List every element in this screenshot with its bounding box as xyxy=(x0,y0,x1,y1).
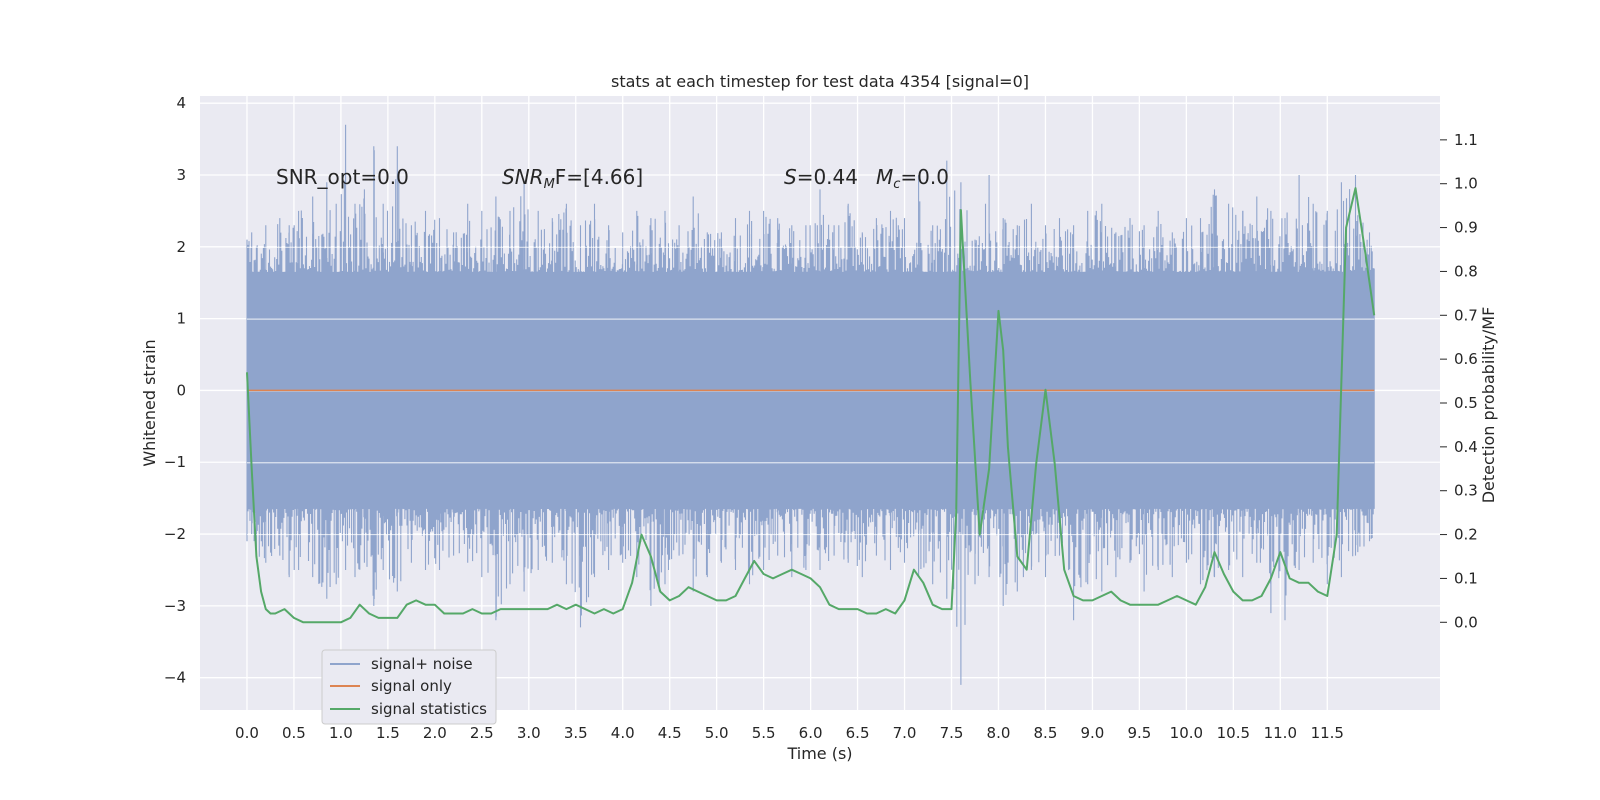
x-tick-label: 2.5 xyxy=(470,724,494,742)
y-tick-label: 3 xyxy=(176,166,186,184)
y-tick-label: −1 xyxy=(164,453,186,471)
x-tick-label: 7.0 xyxy=(893,724,917,742)
signal-statistics-line xyxy=(246,187,1376,624)
legend: signal+ noise signal only signal statist… xyxy=(321,649,497,725)
annotation-mc-value: =0.0 xyxy=(900,165,949,189)
annotation-s-var: S xyxy=(784,165,797,189)
annotation-s-mc: S=0.44 Mc=0.0 xyxy=(784,165,949,192)
y-tick-label: −4 xyxy=(164,669,186,687)
chart-title: stats at each timestep for test data 435… xyxy=(611,72,1029,91)
legend-label-signal-noise: signal+ noise xyxy=(371,655,473,673)
y-tick-label-right: 1.1 xyxy=(1454,131,1478,149)
y-tick-label: 2 xyxy=(176,238,186,256)
y-axis-label-right: Detection probability/MF xyxy=(1479,307,1498,504)
x-tick-label: 1.0 xyxy=(329,724,353,742)
y-tick-label-right: 0.7 xyxy=(1454,306,1478,324)
x-tick-label: 5.0 xyxy=(705,724,729,742)
x-tick-label: 8.0 xyxy=(987,724,1011,742)
x-tick-label: 3.0 xyxy=(517,724,541,742)
y-tick-label-right: 0.5 xyxy=(1454,394,1478,412)
x-tick-label: 4.0 xyxy=(611,724,635,742)
annotation-mc-sub: c xyxy=(893,177,900,192)
x-tick-label: 0.5 xyxy=(282,724,306,742)
annotation-s-value: =0.44 xyxy=(797,165,858,189)
x-tick-label: 3.5 xyxy=(564,724,588,742)
y-tick-label-right: 0.0 xyxy=(1454,613,1478,631)
x-tick-label: 1.5 xyxy=(376,724,400,742)
y-tick-label: 1 xyxy=(176,310,186,328)
annotation-snr-mf-rest: F=[4.66] xyxy=(555,165,643,189)
x-tick-label: 11.0 xyxy=(1264,724,1297,742)
x-tick-label: 8.5 xyxy=(1034,724,1058,742)
x-axis-label: Time (s) xyxy=(786,744,852,763)
x-tick-label: 2.0 xyxy=(423,724,447,742)
y-tick-label: 4 xyxy=(176,94,186,112)
y-tick-label: 0 xyxy=(176,381,186,399)
x-tick-label: 10.5 xyxy=(1217,724,1250,742)
x-tick-label: 5.5 xyxy=(752,724,776,742)
legend-label-signal-statistics: signal statistics xyxy=(371,700,487,718)
x-tick-label: 9.0 xyxy=(1080,724,1104,742)
x-tick-label: 9.5 xyxy=(1127,724,1151,742)
y-tick-label-right: 0.9 xyxy=(1454,219,1478,237)
x-tick-label: 4.5 xyxy=(658,724,682,742)
annotation-snr-mf-sub: M xyxy=(544,177,555,192)
x-tick-label: 6.5 xyxy=(846,724,870,742)
legend-box xyxy=(321,649,497,725)
y-tick-label: −2 xyxy=(164,525,186,543)
annotation-snr-mf: SNRMF=[4.66] xyxy=(502,165,643,192)
legend-label-signal-only: signal only xyxy=(371,677,452,695)
y-tick-label-right: 0.6 xyxy=(1454,350,1478,368)
x-tick-label: 6.0 xyxy=(799,724,823,742)
x-tick-label: 0.0 xyxy=(235,724,259,742)
annotation-mc-var: M xyxy=(876,165,893,189)
x-tick-label: 10.0 xyxy=(1170,724,1203,742)
y-tick-label-right: 0.4 xyxy=(1454,438,1478,456)
y-tick-label-right: 0.2 xyxy=(1454,526,1478,544)
annotation-snr-mf-main: SNR xyxy=(502,165,544,189)
y-tick-label-right: 0.8 xyxy=(1454,262,1478,280)
y-axis-label: Whitened strain xyxy=(140,339,159,466)
x-tick-label: 7.5 xyxy=(940,724,964,742)
annotation-snr-opt: SNR_opt=0.0 xyxy=(276,165,409,189)
y-tick-label-right: 0.1 xyxy=(1454,569,1478,587)
x-axis-ticks: 0.0 0.5 1.0 1.5 2.0 2.5 3.0 3.5 4.0 4.5 5.0 5.5 6.0 6… xyxy=(235,724,1344,742)
x-tick-label: 11.5 xyxy=(1311,724,1344,742)
signal-statistics-series xyxy=(246,187,1376,624)
y-tick-label: −3 xyxy=(164,597,186,615)
y-tick-label-right: 1.0 xyxy=(1454,175,1478,193)
y-axis-ticks-right: 0.0 0.1 0.2 0.3 0.4 0.5 0.6 0.7 0.8 0.9 1.0 1.1 xyxy=(1440,131,1478,631)
y-axis-ticks-left: −4 −3 −2 −1 0 1 2 3 4 xyxy=(164,94,186,687)
y-tick-label-right: 0.3 xyxy=(1454,482,1478,500)
